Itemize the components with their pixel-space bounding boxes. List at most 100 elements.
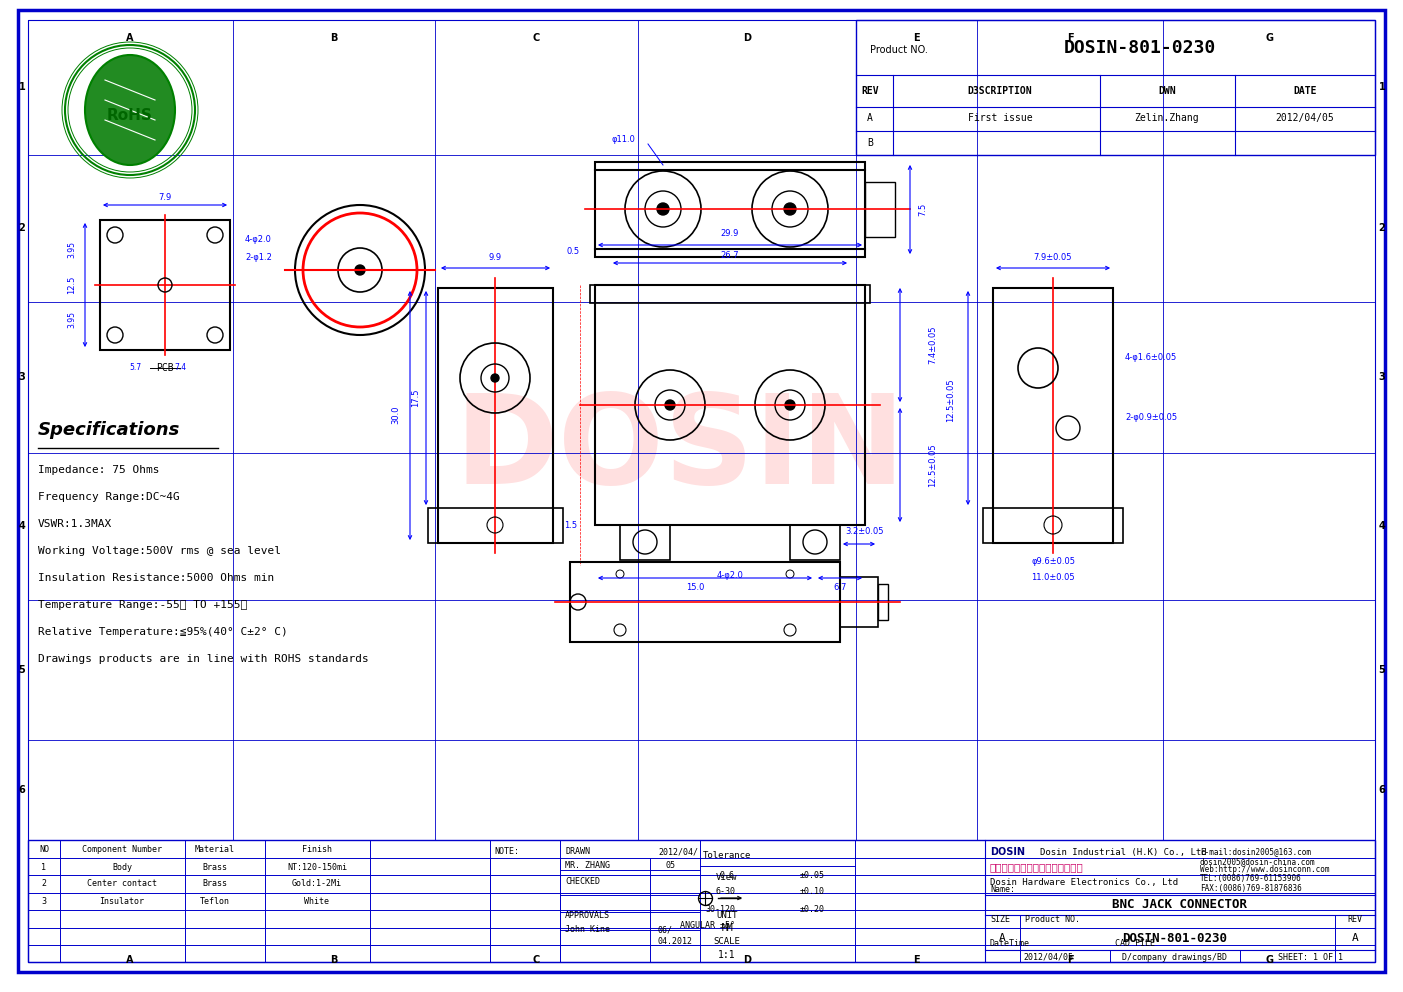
Bar — [840, 577, 878, 627]
Text: ±0.20: ±0.20 — [800, 905, 825, 914]
Text: NOTE:: NOTE: — [494, 847, 519, 856]
Text: MM: MM — [721, 923, 732, 933]
Text: E: E — [913, 33, 919, 43]
Text: 4-φ2.0: 4-φ2.0 — [717, 570, 744, 579]
Text: 6.7: 6.7 — [833, 583, 846, 592]
Text: SIZE: SIZE — [991, 916, 1010, 925]
Text: A: A — [999, 933, 1006, 943]
Text: 26.7: 26.7 — [721, 251, 739, 260]
Text: Zelin.Zhang: Zelin.Zhang — [1135, 113, 1200, 123]
Text: B: B — [330, 955, 338, 965]
Text: Dosin Hardware Electronics Co., Ltd: Dosin Hardware Electronics Co., Ltd — [991, 878, 1179, 887]
Text: ±0.10: ±0.10 — [800, 888, 825, 897]
Text: View: View — [717, 874, 738, 883]
Text: 1: 1 — [18, 82, 25, 92]
Text: B: B — [330, 33, 338, 43]
Bar — [591, 285, 870, 303]
Text: D: D — [744, 955, 751, 965]
Text: Insulator: Insulator — [100, 897, 145, 906]
Text: 7.9±0.05: 7.9±0.05 — [1034, 254, 1072, 263]
Text: 17.5: 17.5 — [411, 389, 421, 408]
Text: 12.5: 12.5 — [67, 276, 77, 295]
Text: 12.5±0.05: 12.5±0.05 — [929, 443, 937, 487]
Text: 6: 6 — [1379, 785, 1385, 795]
Bar — [790, 525, 840, 560]
Bar — [100, 220, 230, 350]
Text: DOSIN-801-0230: DOSIN-801-0230 — [1122, 931, 1228, 944]
Text: 3.2±0.05: 3.2±0.05 — [846, 528, 884, 537]
Text: 7.5: 7.5 — [919, 202, 927, 215]
Text: First issue: First issue — [968, 113, 1033, 123]
Text: FAX:(0086)769-81876836: FAX:(0086)769-81876836 — [1200, 884, 1302, 893]
Bar — [620, 525, 671, 560]
Text: 3: 3 — [18, 372, 25, 382]
Text: Insulation Resistance:5000 Ohms min: Insulation Resistance:5000 Ohms min — [38, 573, 274, 583]
Text: D/company drawings/BD: D/company drawings/BD — [1122, 952, 1228, 961]
Text: 3: 3 — [1379, 372, 1385, 382]
Text: DWN: DWN — [1159, 86, 1176, 96]
Text: SHEET: 1 OF 1: SHEET: 1 OF 1 — [1278, 952, 1343, 961]
Text: NT:120-150mi: NT:120-150mi — [288, 862, 347, 872]
Text: G: G — [1266, 33, 1273, 43]
Text: SCALE: SCALE — [714, 937, 741, 946]
Text: Dosin Industrial (H.K) Co., Ltd: Dosin Industrial (H.K) Co., Ltd — [1040, 847, 1207, 856]
Text: CHECKED: CHECKED — [565, 878, 600, 887]
Text: APPROVALS: APPROVALS — [565, 912, 610, 921]
Text: 04.2012: 04.2012 — [658, 937, 693, 946]
Text: 2012/04/: 2012/04/ — [658, 847, 699, 856]
Text: ±0.05: ±0.05 — [800, 871, 825, 880]
Text: dosin2005@dosin-china.com: dosin2005@dosin-china.com — [1200, 857, 1316, 866]
Text: 2: 2 — [18, 223, 25, 233]
Text: C: C — [532, 955, 540, 965]
Circle shape — [355, 265, 365, 275]
Text: Brass: Brass — [202, 862, 227, 872]
Text: F: F — [1066, 33, 1073, 43]
Text: 1.5: 1.5 — [564, 521, 578, 530]
Text: 05: 05 — [665, 861, 675, 871]
Text: John Kine: John Kine — [565, 926, 610, 934]
Text: 4-φ1.6±0.05: 4-φ1.6±0.05 — [1125, 353, 1177, 362]
Text: B: B — [867, 138, 873, 148]
Circle shape — [665, 400, 675, 410]
Text: REV: REV — [1347, 916, 1362, 925]
Text: 2: 2 — [42, 880, 46, 889]
Text: 2012/04/05: 2012/04/05 — [1275, 113, 1334, 123]
Text: Teflon: Teflon — [201, 897, 230, 906]
Bar — [993, 288, 1113, 543]
Text: DOSIN: DOSIN — [455, 390, 905, 511]
Text: 7.4: 7.4 — [174, 363, 187, 373]
Text: CAD FILE: CAD FILE — [1115, 939, 1155, 948]
Text: 3.95: 3.95 — [67, 241, 77, 259]
Text: Material: Material — [195, 845, 234, 854]
Text: Drawings products are in line with ROHS standards: Drawings products are in line with ROHS … — [38, 654, 369, 664]
Bar — [595, 285, 866, 525]
Text: 9.9: 9.9 — [488, 254, 501, 263]
Text: Working Voltage:500V rms @ sea level: Working Voltage:500V rms @ sea level — [38, 546, 281, 556]
Circle shape — [784, 203, 796, 215]
Text: 11.0±0.05: 11.0±0.05 — [1031, 573, 1075, 582]
Text: 4: 4 — [18, 521, 25, 531]
Text: Web:http://www.dosinconn.com: Web:http://www.dosinconn.com — [1200, 865, 1330, 875]
Text: Finish: Finish — [302, 845, 333, 854]
Text: ANGULAR ±5°: ANGULAR ±5° — [680, 922, 735, 930]
Text: A: A — [867, 113, 873, 123]
Text: DOSIN-801-0230: DOSIN-801-0230 — [1063, 39, 1216, 57]
Text: 0.5: 0.5 — [567, 247, 579, 257]
Text: Body: Body — [112, 862, 132, 872]
Ellipse shape — [86, 55, 175, 165]
Text: RoHS: RoHS — [107, 107, 153, 122]
Bar — [878, 584, 888, 620]
Text: 29.9: 29.9 — [721, 228, 739, 237]
Text: 5: 5 — [1379, 665, 1385, 675]
Text: φ9.6±0.05: φ9.6±0.05 — [1031, 557, 1075, 565]
Bar — [595, 162, 866, 257]
Text: D: D — [744, 33, 751, 43]
Text: Component Number: Component Number — [81, 845, 161, 854]
Text: 4: 4 — [1379, 521, 1385, 531]
Text: D3SCRIPTION: D3SCRIPTION — [968, 86, 1033, 96]
Text: E-mail:dosin2005@163.com: E-mail:dosin2005@163.com — [1200, 847, 1310, 856]
Text: 2012/04/05: 2012/04/05 — [1023, 952, 1073, 961]
Text: 1: 1 — [42, 862, 46, 872]
Text: DOSIN: DOSIN — [991, 847, 1026, 857]
Text: 5: 5 — [18, 665, 25, 675]
